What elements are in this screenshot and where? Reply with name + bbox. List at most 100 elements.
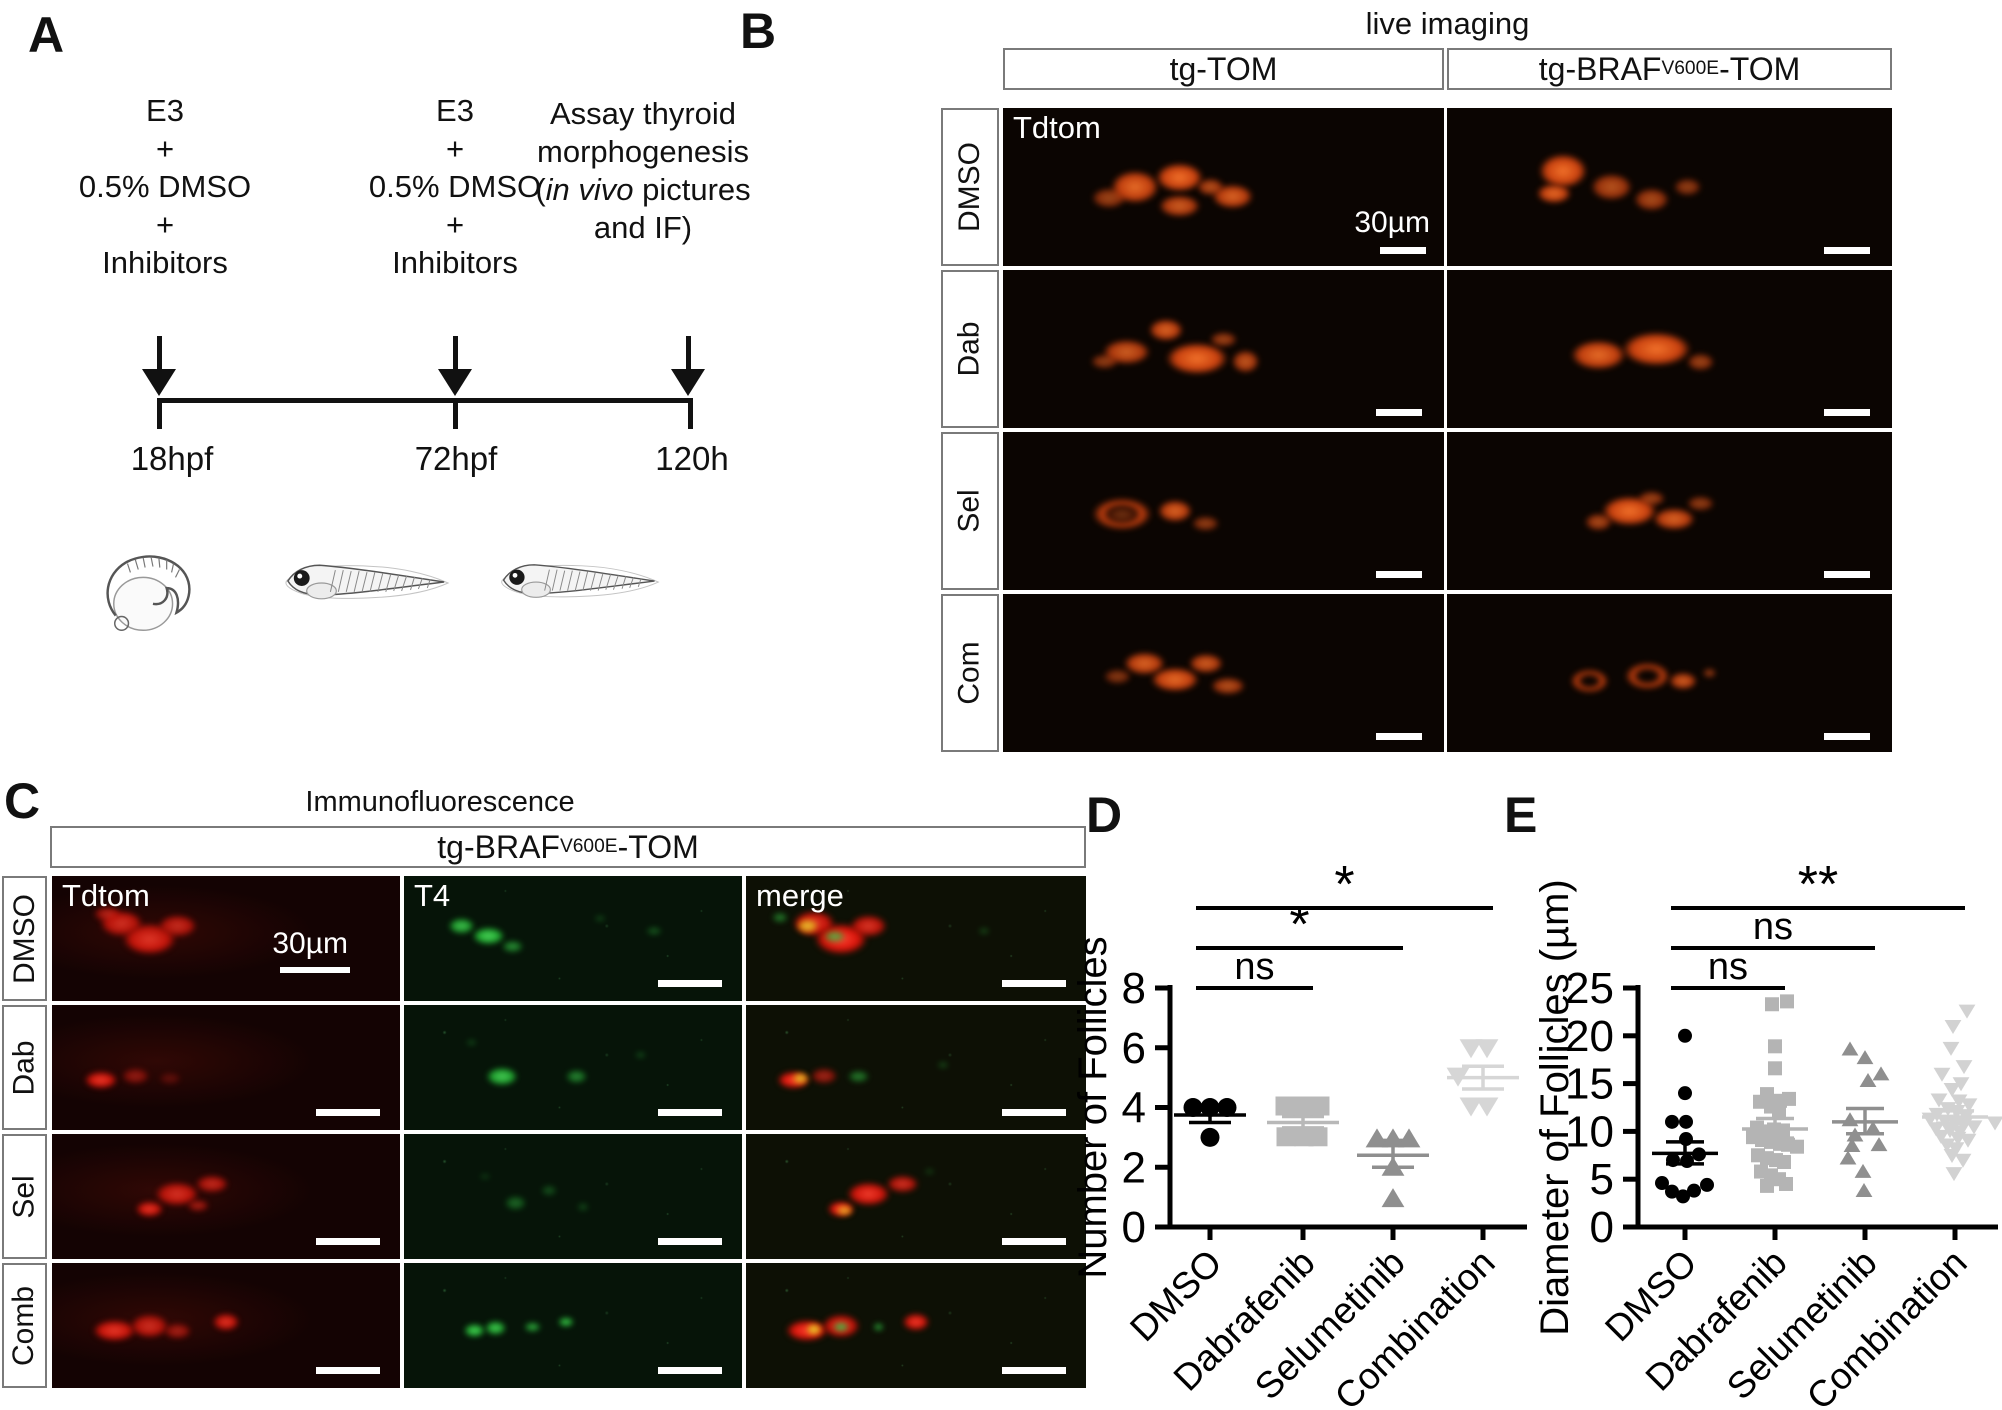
- data-point: [1276, 1127, 1296, 1147]
- data-point: [1932, 1129, 1950, 1144]
- treatment-arrow-head: [671, 369, 705, 396]
- data-point: [1666, 1153, 1680, 1168]
- data-point: [1397, 1128, 1421, 1148]
- immunofluorescence-micrograph: [746, 1134, 1086, 1259]
- fluorescence-blob: [1580, 511, 1617, 534]
- treatment-line: +: [155, 207, 175, 242]
- treatment-arrow-stem: [453, 336, 458, 372]
- y-tick-label: 15: [1565, 1060, 1614, 1109]
- scale-bar: [1002, 1367, 1066, 1374]
- fluorescence-blob: [899, 1310, 933, 1333]
- immunofluorescence-micrograph: Tdtom 30µm: [52, 876, 400, 1001]
- fluorescence-blob: [769, 911, 791, 924]
- timeline-line: [157, 398, 692, 403]
- row-label-text: Dab: [953, 321, 987, 377]
- assay-line: morphogenesis: [537, 134, 749, 169]
- row-label-text: Sel: [952, 489, 986, 533]
- live-imaging-micrograph: [1447, 270, 1892, 428]
- fluorescence-blob: [461, 1321, 489, 1340]
- immunofluorescence-micrograph: [52, 1005, 400, 1130]
- fluorescence-blob: [1567, 666, 1612, 696]
- fluorescence-blob: [118, 1066, 153, 1087]
- embryo-18hpf-drawing: [106, 555, 191, 631]
- y-tick-label: 20: [1565, 1012, 1614, 1061]
- scale-bar: [280, 967, 350, 973]
- data-point: [1777, 1154, 1791, 1169]
- assay-line: (in vivo pictures: [535, 172, 751, 207]
- y-tick-label: 5: [1590, 1155, 1614, 1204]
- fluorescence-blob: [936, 1061, 950, 1069]
- fluorescence-blob: [1629, 185, 1674, 214]
- fluorescence-blob: [793, 917, 821, 935]
- data-point: [1475, 1097, 1499, 1117]
- row-label-text: Com: [953, 641, 986, 705]
- timeline-tick: [688, 398, 693, 429]
- data-point: [1958, 1004, 1976, 1019]
- data-point: [1841, 1041, 1859, 1056]
- fluorescence-blob: [1192, 175, 1228, 199]
- data-point: [1475, 1039, 1499, 1059]
- fluorescence-blob: [1086, 352, 1123, 372]
- data-point: [1381, 1156, 1405, 1176]
- scale-text: 30µm: [272, 927, 348, 960]
- scale-bar: [658, 1109, 722, 1116]
- fluorescence-blob: [1682, 493, 1719, 513]
- fluorescence-blob: [468, 924, 509, 948]
- data-point: [1679, 1114, 1693, 1129]
- fluorescence-blob: [498, 938, 526, 954]
- data-point: [1954, 1153, 1972, 1168]
- data-point: [1960, 1098, 1978, 1113]
- live-imaging-micrograph: [1003, 594, 1444, 752]
- data-point: [1381, 1188, 1405, 1208]
- panel-b-column-header: tg-TOM: [1003, 48, 1444, 90]
- larva-72hpf-drawing: [285, 564, 450, 600]
- fluorescence-blob: [90, 903, 126, 924]
- data-point: [1859, 1073, 1877, 1088]
- treatment-line: Inhibitors: [102, 245, 228, 280]
- panel-b-row-label: Dab: [941, 270, 999, 428]
- fluorescence-blob: [1531, 180, 1577, 206]
- fluorescence-blob: [191, 1172, 233, 1196]
- fluorescence-blob: [844, 1068, 872, 1084]
- panel-a-label: A: [28, 7, 65, 63]
- scale-text: 30µm: [1354, 206, 1430, 239]
- immunofluorescence-micrograph: [404, 1263, 742, 1388]
- fluorescence-blob: [593, 914, 607, 923]
- data-point: [1381, 1128, 1405, 1148]
- fluorescence-blob: [481, 1319, 509, 1337]
- data-point: [1200, 1127, 1220, 1147]
- data-point: [1944, 1019, 1962, 1034]
- fluorescence-blob: [977, 927, 991, 935]
- data-point: [1772, 1103, 1786, 1118]
- y-tick-label: 0: [1122, 1203, 1146, 1252]
- data-point: [1700, 1177, 1714, 1192]
- significance-label: ns: [1753, 906, 1793, 948]
- y-tick-label: 8: [1122, 964, 1146, 1013]
- data-point: [1459, 1039, 1483, 1059]
- channel-label: Tdtom: [62, 878, 150, 913]
- fluorescence-blob: [522, 1320, 543, 1333]
- data-point: [1678, 1086, 1692, 1101]
- panel-d-label: D: [1086, 787, 1123, 843]
- timeline-tick: [453, 398, 458, 429]
- treatment-line: 0.5% DMSO: [368, 169, 542, 204]
- data-point: [1768, 1061, 1782, 1076]
- data-point: [1765, 997, 1779, 1012]
- panel-c-row-label: Dab: [2, 1005, 47, 1130]
- data-point: [1275, 1096, 1295, 1116]
- data-point: [1200, 1098, 1220, 1117]
- fluorescence-blob: [1104, 504, 1140, 524]
- data-point: [1872, 1066, 1890, 1081]
- timeline-tick: [157, 398, 162, 429]
- fluorescence-blob: [1227, 347, 1264, 376]
- fluorescence-blob: [633, 1051, 648, 1059]
- fluorescence-blob: [1086, 495, 1158, 534]
- assay-description: Assay thyroid morphogenesis (in vivo pictu…: [478, 95, 808, 247]
- immunofluorescence-micrograph: merge: [746, 876, 1086, 1001]
- live-imaging-micrograph: [1447, 108, 1892, 266]
- scale-bar: [658, 1238, 722, 1245]
- data-point: [1310, 1096, 1330, 1116]
- data-point: [1839, 1150, 1857, 1165]
